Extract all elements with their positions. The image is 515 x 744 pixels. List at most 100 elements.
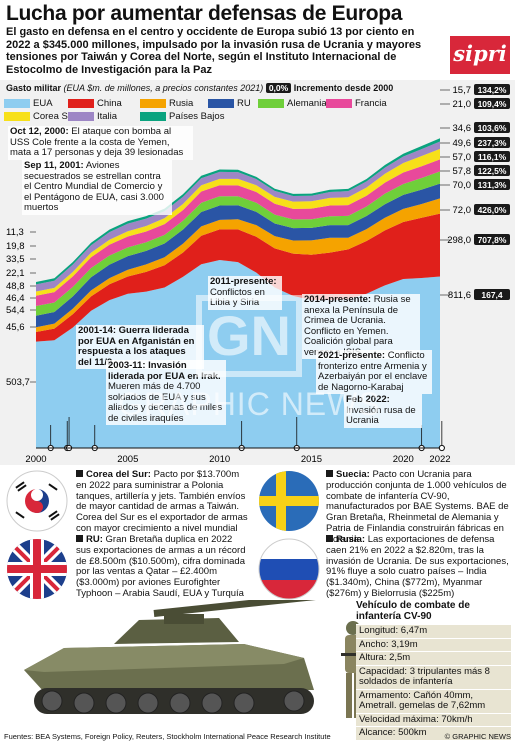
annotation-text: El ataque con bomba al USS Cole frente a… xyxy=(10,126,184,158)
start-value-label: 46,4 xyxy=(6,293,25,304)
vehicle-spec-armament: Armamento: Cañón 40mm, Ametrall. gemelas… xyxy=(356,688,511,713)
start-value-label: 45,6 xyxy=(6,322,25,333)
annotation-iraq: 2003-11: Invasión liderada por EUA en Ir… xyxy=(106,360,226,425)
bullet-icon xyxy=(326,470,333,477)
legend-swatch xyxy=(68,112,94,121)
flag-uk xyxy=(7,539,67,599)
sipri-logo: sipri xyxy=(450,36,510,74)
legend-swatch xyxy=(258,99,284,108)
country-text: Pacto con Ucrania para producción conjun… xyxy=(326,469,509,545)
country-name: RU: xyxy=(86,534,103,545)
event-marker-dot xyxy=(438,444,445,452)
country-sweden: Suecia: Pacto con Ucrania para producció… xyxy=(326,469,512,546)
flag-south-korea xyxy=(6,470,68,532)
annotation-date: Sep 11, 2001: xyxy=(24,160,84,171)
country-south-korea: Corea del Sur: Pacto por $13.700m en 202… xyxy=(76,469,248,535)
legend-label: EUA xyxy=(33,98,53,109)
area-ru xyxy=(36,183,440,328)
increase-pill xyxy=(474,179,510,190)
legend-swatch xyxy=(4,112,30,121)
start-value-label: 33,5 xyxy=(6,254,25,265)
end-value-label: 298,0 xyxy=(447,235,471,246)
annotation-date: Oct 12, 2000: xyxy=(10,126,69,137)
increase-pill-label: 116,1% xyxy=(478,152,507,162)
increase-pill xyxy=(474,122,510,133)
increase-pill-label: 131,3% xyxy=(478,180,507,190)
increase-pill-label: 167,4 xyxy=(481,290,503,300)
vehicle-spec-width: Ancho: 3,19m xyxy=(356,637,511,651)
vehicle-spec-speed: Velocidad máxima: 70km/h xyxy=(356,712,511,726)
x-tick-label: 2005 xyxy=(117,454,138,465)
end-value-label: 15,7 xyxy=(453,85,472,96)
increase-pill-label: 122,5% xyxy=(478,166,507,176)
country-name: Corea del Sur: xyxy=(86,469,151,480)
legend-item-china: China xyxy=(68,98,122,109)
country-text: Pacto por $13.700m en 2022 para suminist… xyxy=(76,469,248,534)
x-tick-label: 2010 xyxy=(209,454,230,465)
increase-pill xyxy=(474,84,510,95)
increase-pill xyxy=(474,204,510,215)
increase-pill xyxy=(474,98,510,109)
annotation-libya-syria: 2011-presente: Conflictos en Libia y Sir… xyxy=(208,276,282,310)
annotation-text: Conflicto fronterizo entre Armenia y Aze… xyxy=(318,350,428,393)
flag-russia xyxy=(258,538,320,600)
page-title: Lucha por aumentar defensas de Europa xyxy=(6,2,403,25)
start-value-label: 48,8 xyxy=(6,281,25,292)
increase-pill-label: 707,8% xyxy=(478,235,507,245)
legend-label: Francia xyxy=(355,98,387,109)
increase-pill-label: 134,2% xyxy=(478,85,507,95)
annotation-text: Aviones secuestrados se estrellan contra… xyxy=(24,160,164,213)
end-value-label: 21,0 xyxy=(453,99,472,110)
area-francia xyxy=(36,159,440,306)
start-value-label: 503,7 xyxy=(6,377,30,388)
legend-swatch xyxy=(326,99,352,108)
legend-label: Italia xyxy=(97,111,118,122)
legend-label: Países Bajos xyxy=(169,111,225,122)
end-value-label: 72,0 xyxy=(453,205,472,216)
annotation-uss-cole: Oct 12, 2000: El ataque con bomba al USS… xyxy=(8,126,193,160)
annotation-date: 2021-presente: xyxy=(318,350,386,361)
footer-sources: Fuentes: BEA Systems, Foreign Policy, Re… xyxy=(4,732,331,741)
annotation-text: Invasión rusa de Ucrania xyxy=(346,404,416,426)
vehicle-spec-range: Alcance: 500km xyxy=(356,726,511,740)
increase-pill xyxy=(474,289,510,300)
start-value-label: 22,1 xyxy=(6,268,25,279)
cv90-vehicle-illustration xyxy=(24,600,344,714)
annotation-date: 2003-11: Invasión liderada por EUA en Ir… xyxy=(108,360,221,382)
annotation-date: Feb 2022: xyxy=(346,394,390,405)
legend-item-francia: Francia xyxy=(326,98,387,109)
area-alemania xyxy=(36,171,440,316)
annotation-text: Conflictos en Libia y Siria xyxy=(210,286,265,308)
footer-credit: © GRAPHIC NEWS xyxy=(444,732,511,741)
increase-pill-label: 426,0% xyxy=(478,205,507,215)
legend-item-alemania: Alemania xyxy=(258,98,327,109)
legend-increase-label: Incremento desde 2000 xyxy=(293,83,394,93)
end-value-label: 811,6 xyxy=(448,290,471,301)
legend-unit: (EUA $m. de millones, a precios constant… xyxy=(63,83,264,93)
increase-pill-label: 237,3% xyxy=(478,138,507,148)
legend-label: RU xyxy=(237,98,251,109)
legend-label: Gasto militar xyxy=(6,83,62,93)
country-text: Las exportaciones de defensa caen 21% en… xyxy=(326,534,509,599)
legend-swatch xyxy=(140,112,166,121)
legend-swatch xyxy=(68,99,94,108)
bullet-icon xyxy=(326,535,333,542)
area-rusia xyxy=(36,198,440,332)
end-value-label: 57,0 xyxy=(453,152,472,163)
end-value-label: 57,8 xyxy=(453,166,472,177)
end-value-label: 49,6 xyxy=(453,138,472,149)
legend-label: Alemania xyxy=(287,98,327,109)
legend-swatch xyxy=(140,99,166,108)
bullet-icon xyxy=(76,535,83,542)
increase-pill xyxy=(474,137,510,148)
start-value-label: 19,8 xyxy=(6,241,25,252)
legend-item-ru: RU xyxy=(208,98,251,109)
legend-item-italia: Italia xyxy=(68,111,117,122)
legend-swatch xyxy=(208,99,234,108)
country-name: Rusia: xyxy=(336,534,366,545)
increase-pill-label: 109,4% xyxy=(478,99,507,109)
legend-item-corea-sur: Corea Sur xyxy=(4,111,76,122)
increase-pill xyxy=(474,151,510,162)
legend-pct-example: 0,0% xyxy=(265,83,292,93)
page-subtitle: El gasto en defensa en el centro y occid… xyxy=(6,26,422,76)
